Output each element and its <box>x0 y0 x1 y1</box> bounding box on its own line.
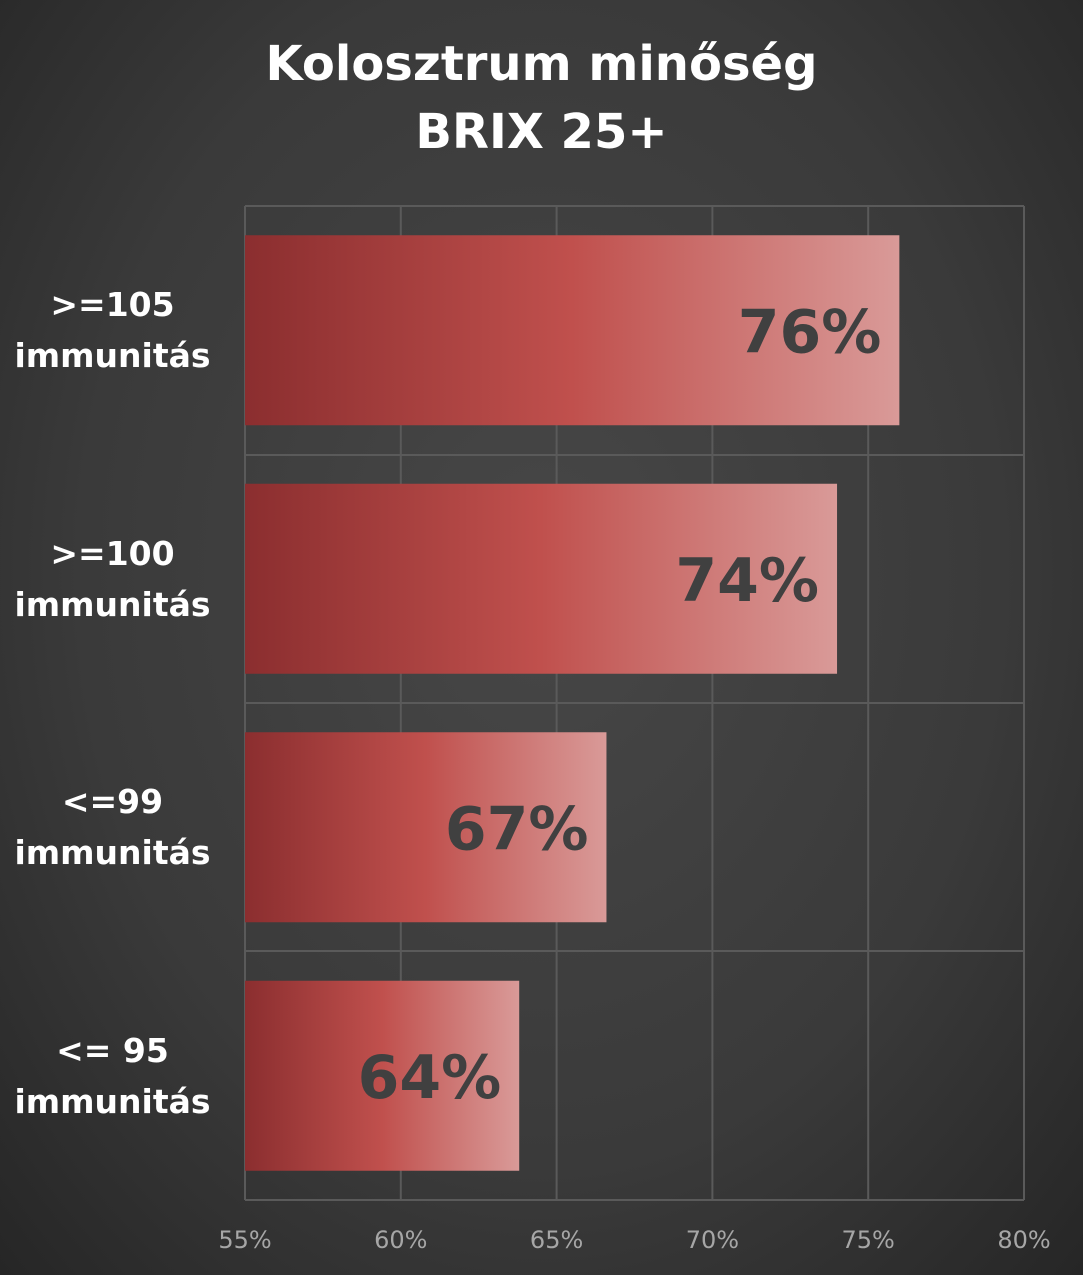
value-label: 67% <box>445 794 589 864</box>
bar <box>245 732 607 923</box>
x-tick-label: 80% <box>997 1226 1050 1254</box>
y-tick-label: >=105 immunitás <box>14 285 211 376</box>
y-tick-label: >=100 immunitás <box>14 533 211 624</box>
y-tick-label: <=99 immunitás <box>14 782 211 873</box>
x-tick-label: 70% <box>686 1226 739 1254</box>
value-label: 76% <box>738 297 882 367</box>
chart-title: Kolosztrum minőség BRIX 25+ <box>265 36 818 160</box>
bar <box>245 235 900 426</box>
x-tick-label: 75% <box>842 1226 895 1254</box>
value-label: 64% <box>358 1043 502 1113</box>
x-tick-label: 60% <box>374 1226 427 1254</box>
y-tick-label: <= 95 immunitás <box>14 1030 211 1121</box>
x-tick-label: 55% <box>218 1226 271 1254</box>
plot-frame <box>245 205 1024 1201</box>
value-label: 74% <box>675 546 819 616</box>
bar <box>245 483 838 674</box>
x-tick-label: 65% <box>530 1226 583 1254</box>
bar <box>245 980 520 1171</box>
